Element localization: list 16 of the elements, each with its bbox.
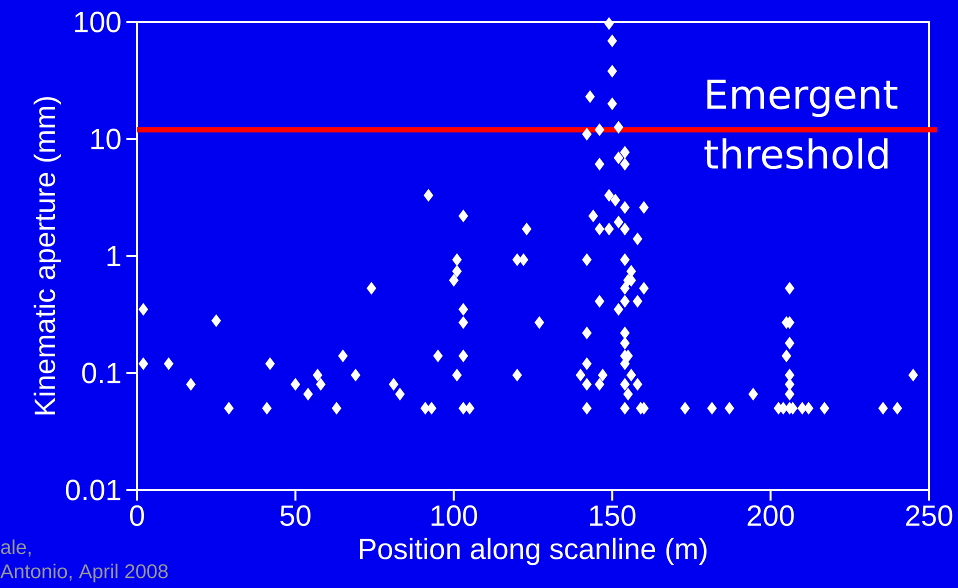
x-axis-title: Position along scanline (m) (360, 538, 707, 566)
y-tick-label: 100 (75, 12, 120, 32)
x-tick-label: 200 (748, 505, 794, 526)
y-tick-label: 0.1 (82, 362, 120, 384)
x-tick-label: 0 (130, 505, 144, 526)
y-tick-label: 0.01 (66, 480, 120, 500)
y-tick-label: 10 (91, 128, 120, 150)
ref-line-label: Emergent threshold (704, 80, 898, 170)
x-tick-label: 150 (590, 505, 636, 526)
x-tick-label: 100 (432, 505, 478, 526)
y-axis-title: Kinematic aperture (mm) (34, 97, 61, 414)
text: ale, (1, 540, 31, 556)
text: Antonio, April 2008 (0, 564, 168, 582)
x-tick-label: 50 (280, 505, 310, 526)
y-tick-label: 1 (108, 246, 120, 266)
x-tick-label: 250 (906, 505, 952, 526)
